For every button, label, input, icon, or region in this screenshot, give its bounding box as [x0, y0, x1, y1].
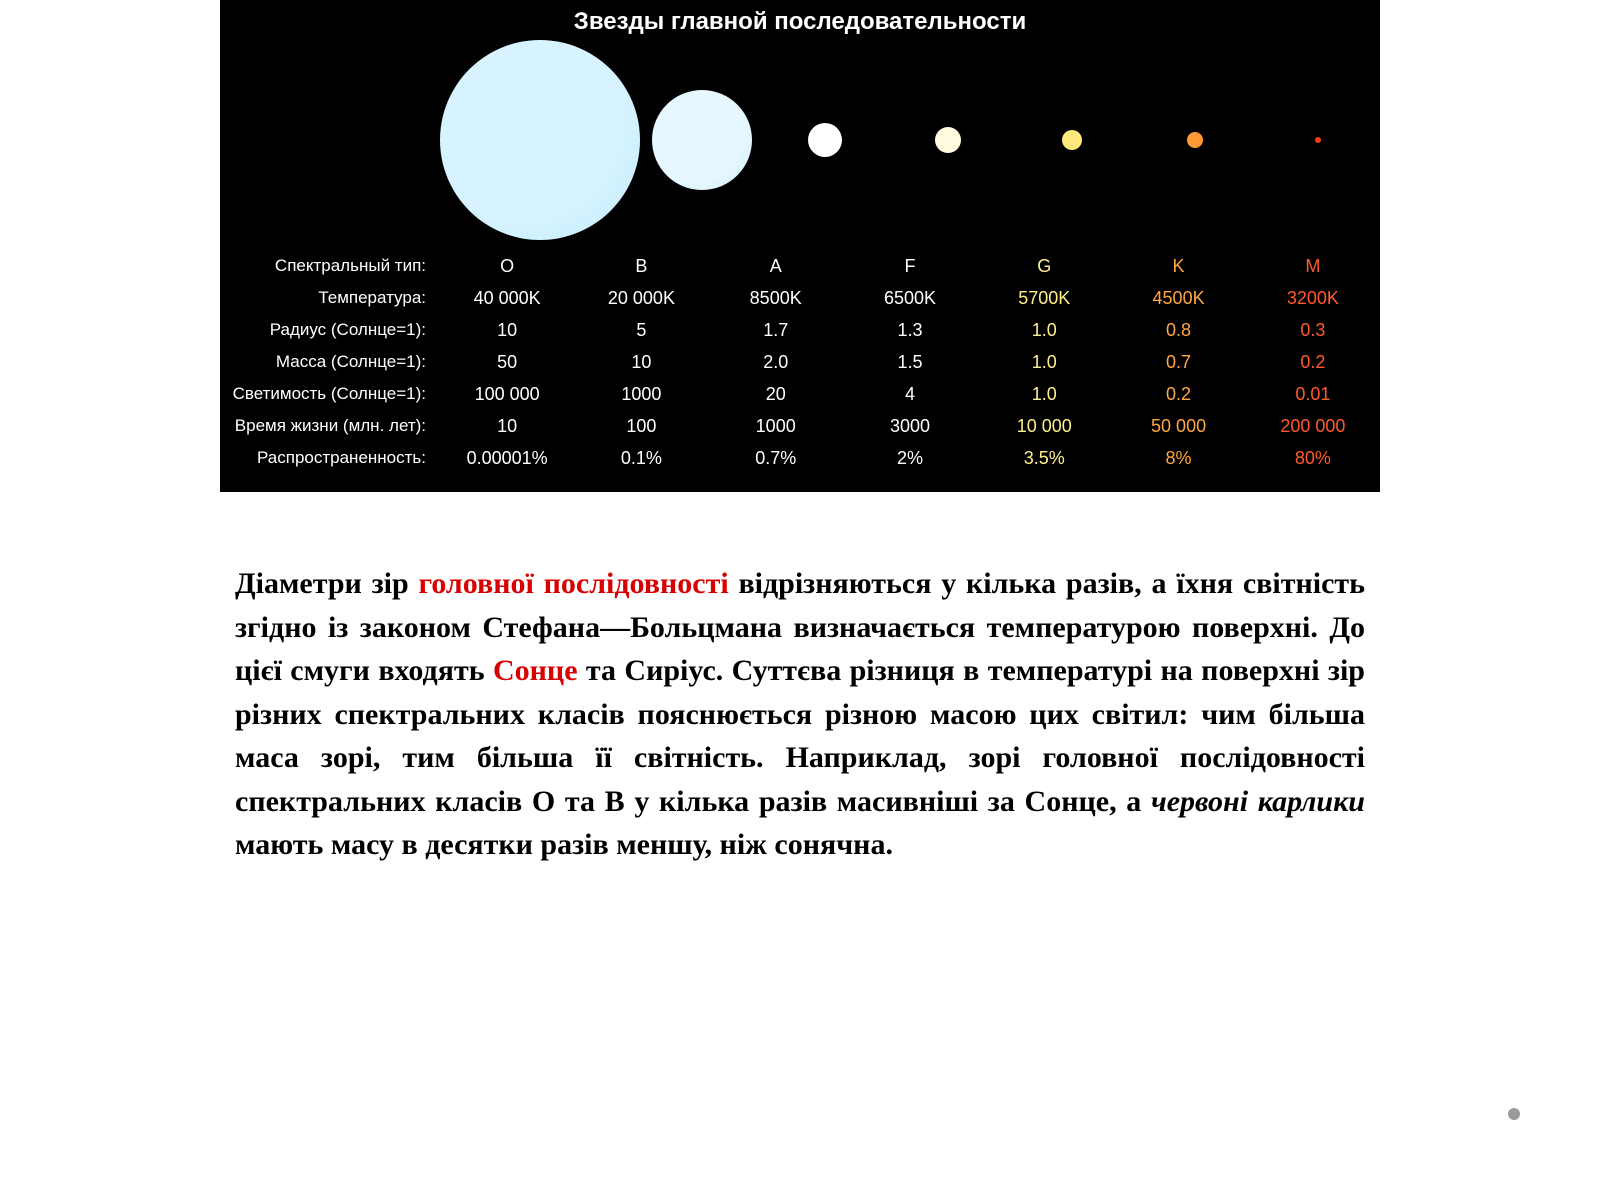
data-row: Масса (Солнце=1):50102.01.51.00.70.2	[220, 346, 1380, 378]
star-f	[887, 40, 1010, 240]
row-label: Распространенность:	[220, 442, 440, 474]
star-circle-g	[1062, 130, 1082, 150]
star-o	[440, 40, 640, 240]
row-label: Время жизни (млн. лет):	[220, 410, 440, 442]
data-cell: 0.1%	[574, 442, 708, 474]
row-label: Спектральный тип:	[220, 250, 440, 282]
data-cell: 4500K	[1111, 282, 1245, 314]
data-cell: 50 000	[1111, 410, 1245, 442]
description-paragraph: Діаметри зір головної послідовності відр…	[235, 562, 1365, 867]
data-cell: 100	[574, 410, 708, 442]
star-m	[1257, 40, 1380, 240]
data-cell: 10	[574, 346, 708, 378]
data-cell: 20	[709, 378, 843, 410]
row-label: Радиус (Солнце=1):	[220, 314, 440, 346]
data-cell: B	[574, 250, 708, 282]
data-row: Светимость (Солнце=1):100 00010002041.00…	[220, 378, 1380, 410]
data-row: Спектральный тип:OBAFGKM	[220, 250, 1380, 282]
data-rows: Спектральный тип:OBAFGKMТемпература:40 0…	[220, 250, 1380, 474]
slide-bullet-icon	[1508, 1108, 1520, 1120]
data-cell: 5	[574, 314, 708, 346]
data-cell: 0.01	[1246, 378, 1380, 410]
data-cell: 40 000K	[440, 282, 574, 314]
data-cell: 5700K	[977, 282, 1111, 314]
data-cell: 3000	[843, 410, 977, 442]
highlight-main-sequence: головної послідовності	[418, 567, 728, 600]
data-cell: A	[709, 250, 843, 282]
star-circle-k	[1187, 132, 1203, 148]
data-cell: 1000	[574, 378, 708, 410]
para-text: Діаметри зір	[235, 567, 418, 600]
data-cell: 10 000	[977, 410, 1111, 442]
data-cell: 0.2	[1111, 378, 1245, 410]
chart-title: Звезды главной последовательности	[220, 8, 1380, 36]
data-row: Распространенность:0.00001%0.1%0.7%2%3.5…	[220, 442, 1380, 474]
data-row: Радиус (Солнце=1):1051.71.31.00.80.3	[220, 314, 1380, 346]
data-cell: 2.0	[709, 346, 843, 378]
star-circle-m	[1315, 137, 1321, 143]
data-cell: O	[440, 250, 574, 282]
italic-red-dwarfs: червоні карлики	[1151, 785, 1365, 818]
data-cell: 1.0	[977, 346, 1111, 378]
data-cell: M	[1246, 250, 1380, 282]
data-cell: 1.5	[843, 346, 977, 378]
data-cell: 50	[440, 346, 574, 378]
para-text: мають масу в десятки разів меншу, ніж со…	[235, 828, 893, 861]
star-b	[640, 40, 763, 240]
data-cell: 200 000	[1246, 410, 1380, 442]
star-circle-f	[935, 127, 961, 153]
star-visual-row	[220, 40, 1380, 240]
data-cell: 10	[440, 410, 574, 442]
data-row: Температура:40 000K20 000K8500K6500K5700…	[220, 282, 1380, 314]
star-circle-a	[808, 123, 842, 157]
data-cell: 1000	[709, 410, 843, 442]
data-cell: 80%	[1246, 442, 1380, 474]
data-cell: F	[843, 250, 977, 282]
star-k	[1133, 40, 1256, 240]
row-label: Масса (Солнце=1):	[220, 346, 440, 378]
data-row: Время жизни (млн. лет):101001000300010 0…	[220, 410, 1380, 442]
data-cell: G	[977, 250, 1111, 282]
star-g	[1010, 40, 1133, 240]
row-label: Температура:	[220, 282, 440, 314]
data-cell: 0.7%	[709, 442, 843, 474]
data-cell: 20 000K	[574, 282, 708, 314]
data-cell: 0.7	[1111, 346, 1245, 378]
data-cell: 100 000	[440, 378, 574, 410]
data-cell: 1.0	[977, 378, 1111, 410]
star-a	[763, 40, 886, 240]
star-circle-o	[440, 40, 640, 240]
data-cell: 1.0	[977, 314, 1111, 346]
data-cell: 1.3	[843, 314, 977, 346]
data-cell: 0.2	[1246, 346, 1380, 378]
star-circle-b	[652, 90, 752, 190]
data-cell: 1.7	[709, 314, 843, 346]
data-cell: K	[1111, 250, 1245, 282]
data-cell: 4	[843, 378, 977, 410]
data-cell: 0.00001%	[440, 442, 574, 474]
star-chart-panel: Звезды главной последовательности Спектр…	[220, 0, 1380, 492]
data-cell: 8500K	[709, 282, 843, 314]
data-cell: 3.5%	[977, 442, 1111, 474]
highlight-sun: Сонце	[493, 654, 578, 687]
data-cell: 10	[440, 314, 574, 346]
data-cell: 2%	[843, 442, 977, 474]
data-cell: 6500K	[843, 282, 977, 314]
data-cell: 8%	[1111, 442, 1245, 474]
data-cell: 0.3	[1246, 314, 1380, 346]
data-cell: 3200K	[1246, 282, 1380, 314]
row-label: Светимость (Солнце=1):	[220, 378, 440, 410]
data-cell: 0.8	[1111, 314, 1245, 346]
